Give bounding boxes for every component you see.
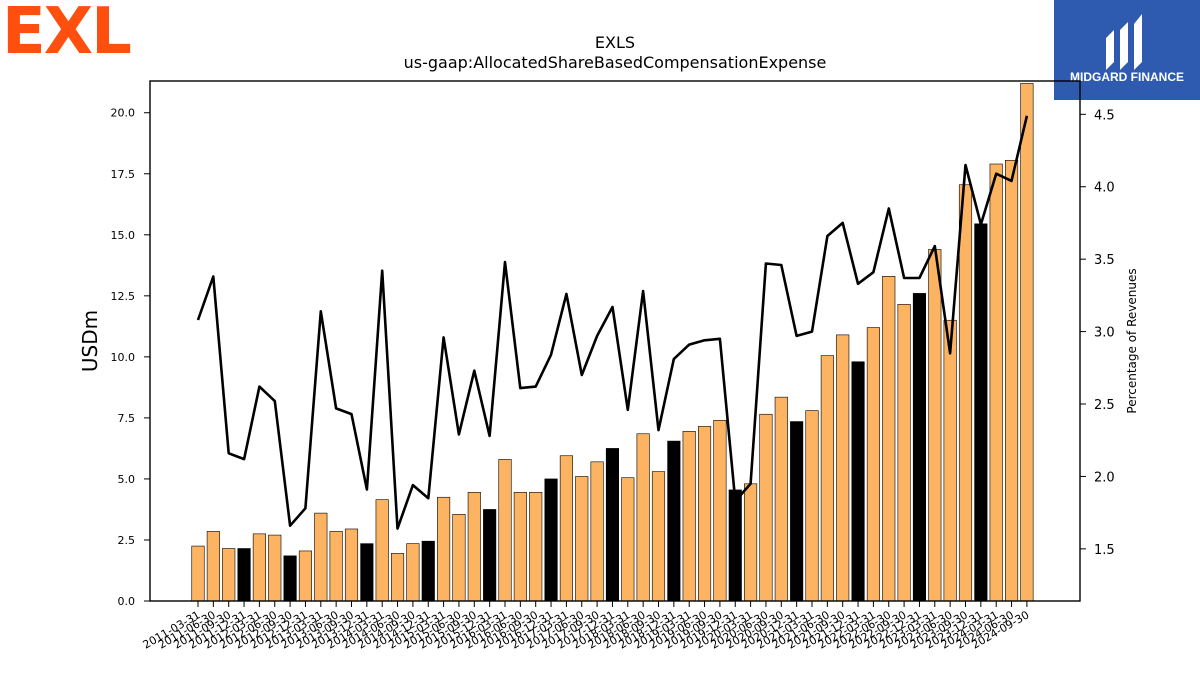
- bar: [790, 421, 804, 602]
- y2-tick-label: 2.5: [1094, 398, 1115, 413]
- bar: [483, 509, 497, 602]
- y2-tick-label: 1.5: [1094, 543, 1115, 558]
- bar: [897, 304, 911, 602]
- bar: [928, 249, 942, 602]
- bar: [575, 476, 589, 602]
- bar: [237, 548, 251, 602]
- y2-axis-label: Percentage of Revenues: [1125, 268, 1139, 413]
- x-axis: 2011-03-312011-06-302011-09-302011-12-31…: [141, 601, 1031, 652]
- bar: [682, 431, 696, 602]
- midgard-m-icon: [1106, 14, 1142, 70]
- bar: [268, 534, 282, 602]
- bar: [191, 545, 205, 602]
- bar: [728, 489, 742, 602]
- y-tick-label: 10.0: [111, 351, 136, 364]
- bar: [544, 478, 558, 602]
- bar: [360, 543, 374, 602]
- bar: [805, 410, 819, 602]
- bar: [851, 361, 865, 602]
- y-tick-label: 2.5: [118, 534, 136, 547]
- bar: [912, 293, 927, 602]
- bar: [222, 548, 236, 602]
- bar: [390, 553, 405, 602]
- revenue-percentage-line: [196, 115, 1029, 530]
- y2-tick-label: 2.0: [1094, 470, 1115, 485]
- bar: [866, 327, 880, 602]
- bar-series: [191, 83, 1034, 602]
- bar: [989, 163, 1003, 602]
- chart-title: EXLS: [595, 33, 635, 52]
- bar: [667, 440, 681, 602]
- bar: [283, 555, 297, 602]
- y2-tick-label: 4.5: [1094, 108, 1115, 123]
- y-tick-label: 20.0: [111, 107, 136, 120]
- bar: [452, 514, 466, 602]
- y2-tick-label: 4.0: [1094, 181, 1115, 196]
- bar: [467, 492, 481, 602]
- midgard-finance-logo: MIDGARD FINANCE: [1054, 0, 1200, 100]
- bar: [1020, 83, 1034, 602]
- bar: [252, 533, 266, 602]
- y2-tick-label: 3.0: [1094, 326, 1115, 341]
- bar: [958, 184, 973, 602]
- bar: [590, 461, 604, 602]
- bar: [697, 426, 712, 602]
- bar: [651, 471, 666, 602]
- y-tick-label: 15.0: [111, 229, 136, 242]
- bar: [298, 550, 313, 602]
- chart-subtitle: us-gaap:AllocatedShareBasedCompensationE…: [404, 53, 827, 72]
- bar: [713, 420, 727, 602]
- bar: [943, 319, 957, 602]
- exl-logo: EXL: [2, 0, 132, 69]
- y-tick-label: 12.5: [111, 290, 136, 303]
- plot-frame: [149, 80, 1081, 602]
- bar: [513, 492, 527, 602]
- bar: [375, 499, 389, 602]
- bar: [974, 223, 988, 602]
- bar: [774, 396, 788, 602]
- y-tick-label: 0.0: [118, 595, 136, 608]
- bar: [344, 528, 359, 602]
- bar: [1004, 160, 1019, 602]
- midgard-logo-svg: MIDGARD FINANCE: [1054, 0, 1200, 100]
- y-tick-label: 7.5: [118, 412, 136, 425]
- bar: [314, 512, 328, 602]
- bar: [406, 543, 420, 602]
- bar: [882, 276, 896, 602]
- bar: [621, 477, 635, 602]
- bar: [498, 459, 512, 602]
- bar: [744, 483, 758, 602]
- y-axis-right: 1.5 2.0 2.5 3.0 3.5 4.0 4.5: [1080, 108, 1115, 558]
- bar: [437, 496, 451, 602]
- bar: [529, 492, 543, 602]
- bar: [329, 531, 343, 602]
- y-tick-label: 17.5: [111, 168, 136, 181]
- bar: [605, 448, 620, 602]
- bar: [206, 531, 220, 602]
- y-axis-label: USDm: [78, 310, 102, 372]
- y-axis-left: 0.0 2.5 5.0 7.5 10.0 12.5 15.0 17.5 20.0: [111, 107, 150, 608]
- bar: [820, 355, 834, 602]
- y2-tick-label: 3.5: [1094, 253, 1115, 268]
- bar: [559, 455, 573, 602]
- bar: [636, 433, 650, 602]
- y-tick-label: 5.0: [118, 473, 136, 486]
- bar: [759, 413, 773, 602]
- bar: [836, 334, 850, 602]
- bar: [421, 540, 435, 602]
- midgard-logo-text: MIDGARD FINANCE: [1070, 70, 1184, 84]
